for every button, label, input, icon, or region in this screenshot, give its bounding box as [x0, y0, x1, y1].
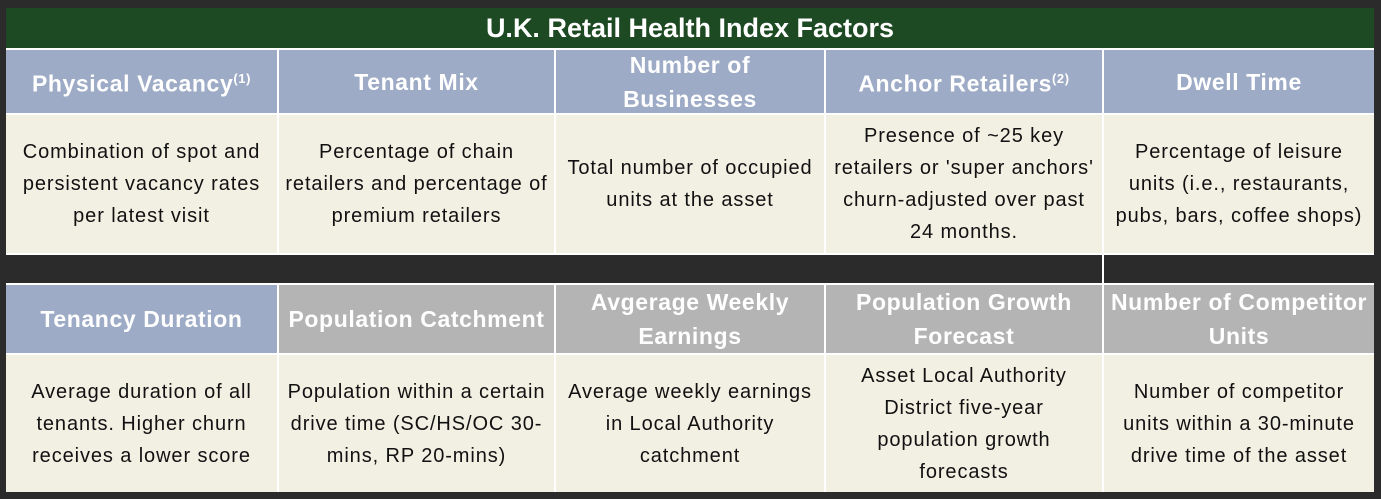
description: Average weekly earnings in Local Authori…: [556, 355, 824, 492]
column-header: Population Growth Forecast: [826, 285, 1102, 353]
description-text: Percentage of leisure units (i.e., resta…: [1115, 141, 1363, 227]
column-header: Anchor Retailers(2): [826, 50, 1102, 113]
description-text: Percentage of chain retailers and percen…: [285, 141, 548, 227]
header-label: Number of Businesses: [623, 51, 757, 112]
description-text: Combination of spot and persistent vacan…: [22, 141, 261, 227]
column-header: Tenancy Duration: [6, 285, 277, 353]
header-text: Avgerage Weekly Earnings: [562, 285, 818, 353]
table-title: U.K. Retail Health Index Factors: [6, 8, 1374, 48]
column-header: Population Catchment: [279, 285, 554, 353]
column-header: Number of Competitor Units: [1104, 285, 1374, 353]
description-text: Presence of ~25 key retailers or 'super …: [834, 125, 1094, 243]
header-text: Number of Businesses: [562, 48, 818, 116]
footnote-marker: (1): [233, 71, 252, 87]
description-text: Asset Local Authority District five-year…: [861, 364, 1067, 483]
description-text: Total number of occupied units at the as…: [567, 157, 813, 211]
column-header: Avgerage Weekly Earnings: [556, 285, 824, 353]
column-header: Physical Vacancy(1): [6, 50, 277, 113]
header-text: Physical Vacancy(1): [32, 62, 251, 101]
header-text: Number of Competitor Units: [1110, 285, 1368, 353]
header-label: Anchor Retailers: [858, 70, 1052, 97]
header-label: Physical Vacancy: [31, 70, 234, 97]
header-text: Population Catchment: [288, 302, 544, 336]
header-label: Avgerage Weekly Earnings: [590, 289, 790, 349]
column-header: Dwell Time: [1104, 50, 1374, 113]
column-header: Tenant Mix: [279, 50, 554, 113]
description: Presence of ~25 key retailers or 'super …: [826, 115, 1102, 253]
header-label: Population Growth Forecast: [856, 289, 1072, 349]
header-label: Number of Competitor Units: [1110, 289, 1368, 349]
description: Population within a certain drive time (…: [279, 355, 554, 492]
column-header: Number of Businesses: [556, 50, 824, 113]
description: Combination of spot and persistent vacan…: [6, 115, 277, 253]
description: Asset Local Authority District five-year…: [826, 355, 1102, 492]
header-text: Dwell Time: [1176, 65, 1302, 99]
description: Percentage of chain retailers and percen…: [279, 115, 554, 253]
table: U.K. Retail Health Index Factors Physica…: [6, 8, 1374, 492]
description-text: Population within a certain drive time (…: [287, 380, 546, 467]
description-text: Average duration of all tenants. Higher …: [31, 380, 252, 467]
header-label: Population Catchment: [288, 306, 545, 332]
header-text: Tenancy Duration: [40, 302, 242, 336]
description-text: Average weekly earnings in Local Authori…: [568, 380, 812, 467]
header-text: Population Growth Forecast: [832, 285, 1096, 353]
footnote-marker: (2): [1051, 71, 1070, 87]
description: Average duration of all tenants. Higher …: [6, 355, 277, 492]
header-label: Dwell Time: [1176, 68, 1302, 95]
separator: [6, 255, 1374, 283]
description: Number of competitor units within a 30-m…: [1104, 355, 1374, 492]
description: Percentage of leisure units (i.e., resta…: [1104, 115, 1374, 253]
description-text: Number of competitor units within a 30-m…: [1123, 380, 1355, 467]
separator-line: [1102, 255, 1104, 283]
header-text: Anchor Retailers(2): [858, 62, 1069, 101]
description: Total number of occupied units at the as…: [556, 115, 824, 253]
header-label: Tenancy Duration: [40, 306, 243, 332]
header-label: Tenant Mix: [354, 68, 479, 95]
header-text: Tenant Mix: [354, 65, 478, 99]
